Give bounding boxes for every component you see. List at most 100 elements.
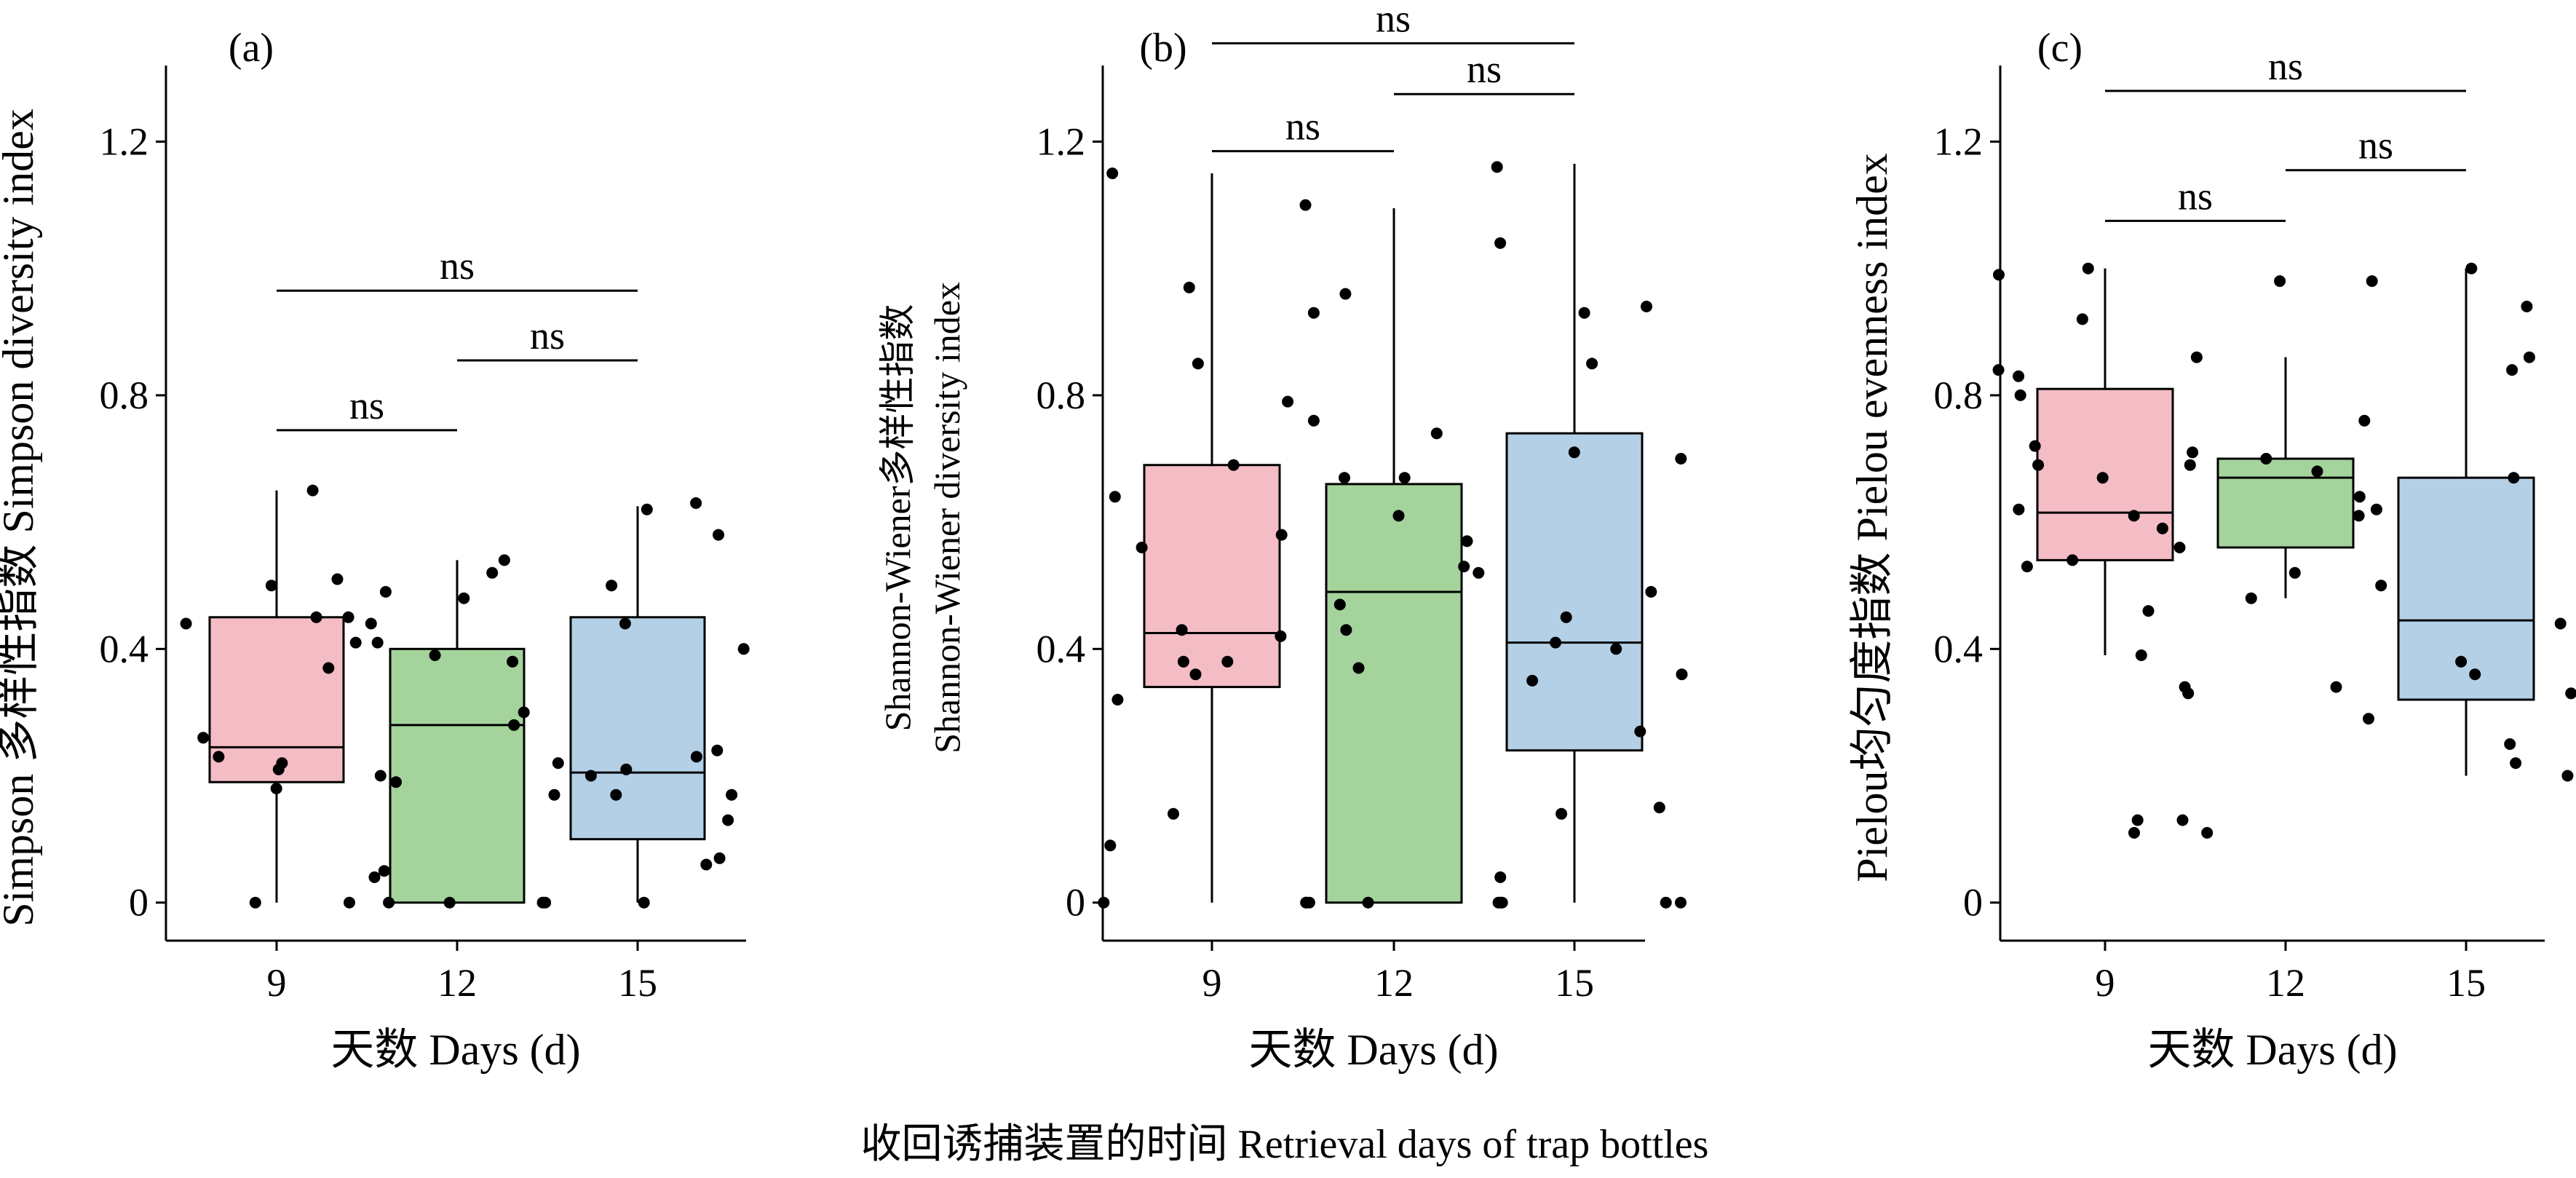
data-point [584,770,597,782]
data-point [2521,301,2533,312]
data-point [2131,814,2144,826]
data-point [270,783,282,794]
data-point [1282,395,1294,408]
data-point [1177,655,1189,668]
data-point [722,814,734,826]
y-tick-label: 1.2 [1934,120,1983,164]
data-point [1610,643,1622,655]
y-tick-label: 0 [1066,881,1085,925]
data-point [2096,472,2109,484]
significance-label: ns [1285,105,1320,149]
data-point [1430,427,1443,440]
data-point [2176,814,2189,826]
x-axis-title: 天数 Days (d) [2147,1026,2397,1074]
data-point [620,763,633,775]
data-point [1473,566,1485,579]
data-point [1653,802,1665,814]
figure-caption: 收回诱捕装置的时间 Retrieval days of trap bottles [861,1122,1709,1167]
data-point [2375,580,2387,592]
data-point [1675,453,1687,465]
data-point [458,592,470,604]
significance-label: ns [2358,124,2393,167]
data-point [2510,757,2522,770]
data-point [1307,307,1320,319]
panel-a: 0 0.4 0.8 1.2 9 12 15 ns ns ns (a) 天数 Days (d) Simps… [0,25,750,1074]
data-point [2245,592,2257,604]
data-point [2173,542,2186,553]
y-tick-label: 0.8 [100,373,149,417]
data-point [690,751,702,763]
x-axis-title: 天数 Days (d) [1248,1026,1498,1074]
data-point [1586,357,1598,370]
data-point [1392,510,1405,522]
x-axis-title: 天数 Days (d) [330,1026,580,1074]
y-tick-label: 0.4 [1934,627,1983,671]
data-point [2565,687,2576,700]
data-point [1494,896,1507,909]
data-point [486,566,499,579]
data-point [374,770,387,782]
data-point [322,662,335,674]
y-axis-title: Simpson 多样性指数 Simpson diversity index [0,108,42,926]
data-point [213,751,225,763]
data-point [610,788,622,801]
data-point [1275,630,1287,642]
data-point [2353,510,2365,522]
data-point [2288,566,2301,579]
data-point [1676,668,1688,681]
data-point [2353,491,2366,503]
data-point [1192,357,1204,370]
x-tick-label: 9 [2096,961,2115,1005]
data-point [1660,896,1672,909]
data-point [1299,199,1312,211]
box-15 [2397,476,2535,701]
data-point [1333,598,1346,611]
box-9 [208,616,345,783]
data-point [2506,364,2518,376]
data-point [1339,472,1350,484]
data-point [2330,681,2342,693]
data-point [518,706,530,719]
x-tick-label: 9 [1202,961,1222,1005]
significance-label: ns [440,244,475,288]
x-tick-label: 9 [267,961,287,1005]
data-point [1183,281,1195,293]
data-point [2370,503,2382,515]
data-point [1104,839,1117,852]
data-point [1227,459,1240,471]
data-point [690,497,702,509]
data-point [2021,561,2033,573]
data-point [1340,624,1352,636]
data-point [1568,446,1580,459]
data-point [2508,472,2520,484]
data-point [180,617,192,630]
data-point [1560,611,1572,623]
panel-label: (b) [1139,25,1186,71]
x-tick-label: 15 [2446,961,2486,1005]
data-point [1106,167,1119,180]
box-12 [2216,457,2355,549]
data-point [1221,655,1234,668]
y-tick-label: 0.4 [100,627,149,671]
y-tick-label: 0.4 [1037,627,1086,671]
data-point [737,643,750,655]
y-tick-label: 1.2 [100,120,149,164]
data-point [507,655,519,668]
data-point [1098,896,1110,909]
panel-label: (c) [2037,25,2082,71]
data-point [1339,288,1352,300]
box-12 [389,647,526,904]
data-point [390,776,402,788]
x-tick-label: 12 [2266,961,2305,1005]
data-point [2135,649,2147,661]
data-point [331,573,344,585]
data-point [344,896,355,909]
data-point [700,858,713,871]
data-point [310,611,322,623]
data-point [711,744,724,756]
data-point [1168,807,1179,820]
data-point [1550,636,1561,649]
data-point [2523,351,2535,363]
significance-label: ns [1467,47,1502,91]
